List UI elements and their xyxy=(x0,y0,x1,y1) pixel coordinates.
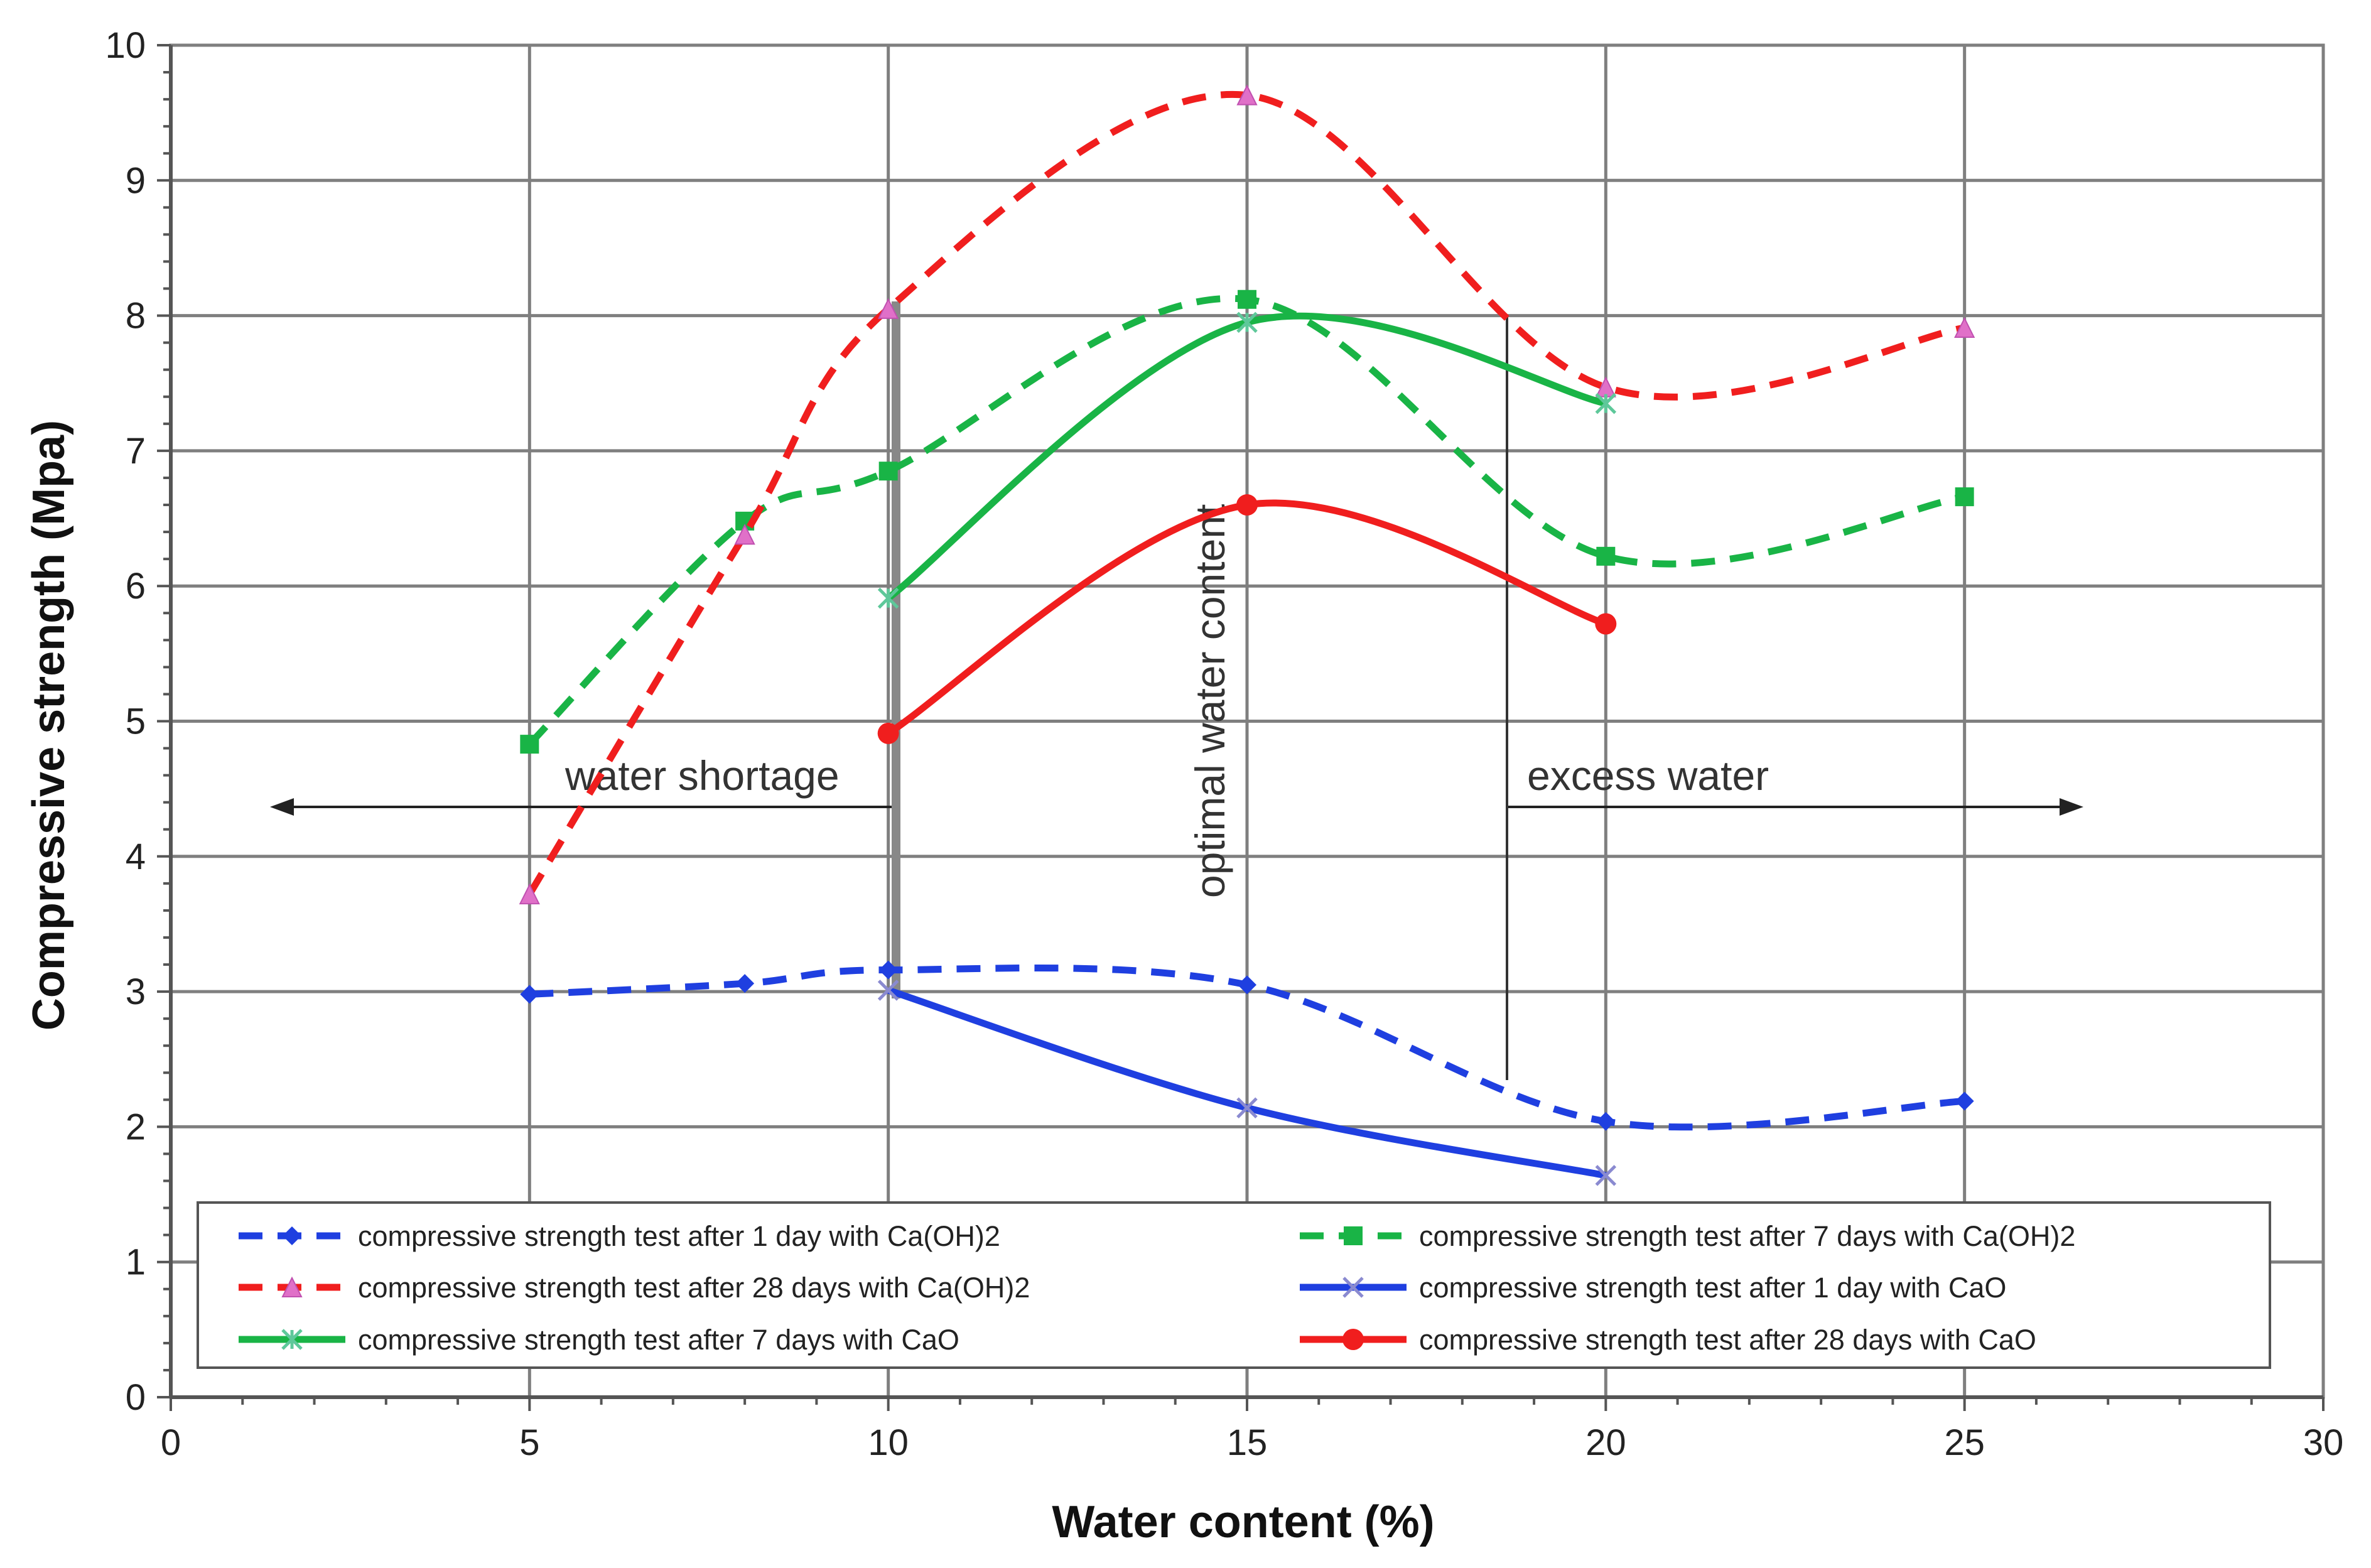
legend-item-5: compressive strength test after 28 days … xyxy=(1300,1324,2036,1356)
series-0-point-3 xyxy=(1238,975,1256,995)
y-tick-label-3: 3 xyxy=(126,971,146,1012)
x-tick-label-0: 0 xyxy=(161,1422,181,1463)
y-tick-label-0: 0 xyxy=(126,1377,146,1418)
y-tick-label-9: 9 xyxy=(126,160,146,201)
annotations: water shortage excess water optimal wate… xyxy=(270,301,2083,1080)
series-5-point-0 xyxy=(877,722,899,744)
y-tick-label-5: 5 xyxy=(126,701,146,742)
legend-marker-0 xyxy=(283,1226,301,1245)
y-tick-label-4: 4 xyxy=(126,836,146,877)
series-0-point-1 xyxy=(735,974,755,993)
series-5 xyxy=(877,494,1617,744)
y-tick-label-8: 8 xyxy=(126,296,146,337)
tick-labels: 0 1 2 3 4 5 6 7 8 9 10 0 5 10 15 20 25 30 xyxy=(105,25,2343,1463)
legend-box xyxy=(197,1201,2271,1369)
y-tick-label-7: 7 xyxy=(126,431,146,472)
series-2-point-1 xyxy=(734,524,755,545)
series-3-point-2 xyxy=(1595,1165,1617,1186)
series-5-point-1 xyxy=(1236,494,1258,516)
x-tick-label-20: 20 xyxy=(1585,1422,1626,1463)
y-tick-label-10: 10 xyxy=(105,25,146,66)
x-axis-title: Water content (%) xyxy=(1052,1497,1434,1547)
series-3-point-1 xyxy=(1236,1097,1258,1119)
legend-label-4: compressive strength test after 7 days w… xyxy=(358,1324,959,1356)
legend-item-2: compressive strength test after 28 days … xyxy=(239,1272,1030,1304)
series-2-point-3 xyxy=(1236,84,1258,105)
water-shortage-label: water shortage xyxy=(564,752,840,799)
series-0-point-2 xyxy=(878,960,898,980)
water-shortage-arrowhead xyxy=(270,798,294,816)
series-4-point-0 xyxy=(877,587,899,609)
y-tick-label-1: 1 xyxy=(126,1242,146,1283)
series-2 xyxy=(519,84,1975,905)
legend-marker-1 xyxy=(1344,1226,1363,1245)
series-2-point-2 xyxy=(878,298,899,319)
legend-label-3: compressive strength test after 1 day wi… xyxy=(1419,1272,2006,1304)
series-4-point-1 xyxy=(1236,311,1258,333)
series-0-point-5 xyxy=(1955,1091,1974,1111)
x-tick-label-25: 25 xyxy=(1944,1422,1985,1463)
series-0-point-0 xyxy=(520,985,539,1004)
legend-marker-4 xyxy=(281,1329,303,1350)
excess-water-arrowhead xyxy=(2060,798,2083,816)
legend-marker-3-stroke-b xyxy=(1342,1277,1364,1298)
series-1-line xyxy=(527,295,1965,747)
x-tick-label-30: 30 xyxy=(2303,1422,2344,1463)
series-3-point-2-stroke-b xyxy=(1595,1165,1617,1186)
legend-marker-3 xyxy=(1342,1277,1364,1298)
series-1-point-4 xyxy=(1596,546,1616,566)
series-3-point-0 xyxy=(877,980,899,1001)
legend-label-2: compressive strength test after 28 days … xyxy=(358,1272,1030,1304)
x-tick-label-15: 15 xyxy=(1227,1422,1268,1463)
series-1-point-5 xyxy=(1955,487,1974,507)
series-4-line xyxy=(886,312,1607,601)
series-2-line xyxy=(526,90,1965,896)
series-2-point-0 xyxy=(519,883,540,905)
optimal-water-content-label: optimal water content xyxy=(1187,504,1233,898)
series-4 xyxy=(877,311,1617,609)
series-1-point-2 xyxy=(878,462,898,481)
series-0 xyxy=(520,960,1974,1131)
series-1-point-0 xyxy=(520,735,539,754)
legend-item-4: compressive strength test after 7 days w… xyxy=(239,1324,959,1356)
excess-water-label: excess water xyxy=(1527,752,1769,799)
legend-item-1: compressive strength test after 7 days w… xyxy=(1300,1220,2075,1252)
legend: compressive strength test after 1 day wi… xyxy=(197,1201,2271,1369)
y-tick-label-2: 2 xyxy=(126,1106,146,1147)
legend-item-3: compressive strength test after 1 day wi… xyxy=(1300,1272,2006,1304)
y-tick-label-6: 6 xyxy=(126,566,146,607)
series-5-point-2 xyxy=(1595,613,1617,635)
axis-titles: Water content (%) Compressive strength (… xyxy=(24,420,1435,1547)
data-series xyxy=(519,84,1975,1186)
legend-item-0: compressive strength test after 1 day wi… xyxy=(239,1220,1000,1252)
series-3 xyxy=(877,980,1617,1186)
legend-marker-5 xyxy=(1342,1329,1364,1350)
x-tick-label-5: 5 xyxy=(519,1422,539,1463)
x-tick-label-10: 10 xyxy=(868,1422,909,1463)
series-3-point-0-stroke-b xyxy=(877,980,899,1001)
y-axis-title: Compressive strength (Mpa) xyxy=(24,420,74,1030)
series-1-point-3 xyxy=(1238,289,1256,309)
series-4-point-2 xyxy=(1595,392,1617,414)
series-1 xyxy=(520,289,1974,754)
legend-label-0: compressive strength test after 1 day wi… xyxy=(358,1220,1000,1252)
series-3-point-1-stroke-b xyxy=(1236,1097,1258,1119)
series-0-point-4 xyxy=(1596,1111,1616,1131)
legend-label-1: compressive strength test after 7 days w… xyxy=(1419,1220,2075,1252)
legend-label-5: compressive strength test after 28 days … xyxy=(1419,1324,2036,1356)
series-2-point-5 xyxy=(1954,316,1975,338)
axes xyxy=(157,43,2325,1411)
legend-marker-2 xyxy=(281,1276,303,1297)
